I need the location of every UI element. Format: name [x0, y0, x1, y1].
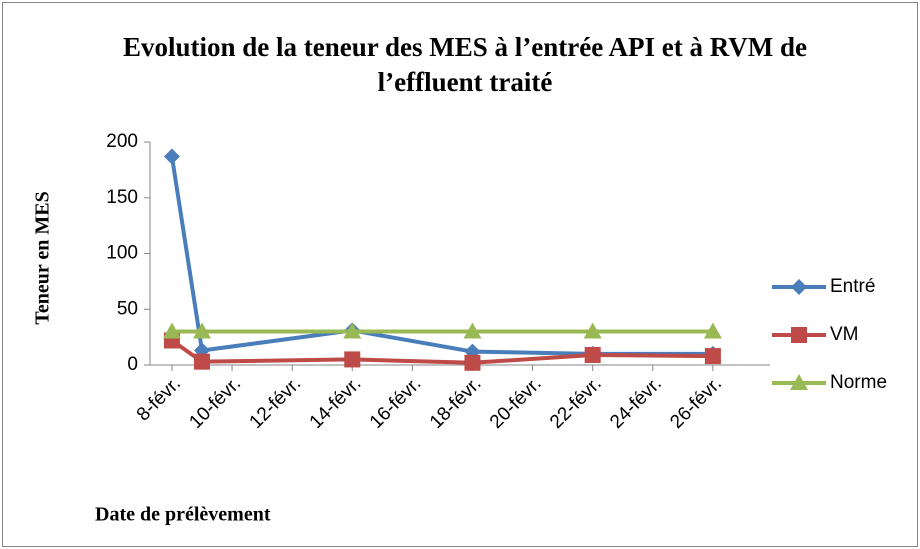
x-tick-label: 20-févr.: [486, 373, 546, 433]
x-tick-label: 24-févr.: [606, 373, 666, 433]
legend-label: Norme: [830, 372, 887, 393]
legend-marker: [791, 279, 807, 295]
y-tick-label: 0: [127, 354, 138, 375]
data-point: [344, 351, 361, 368]
x-tick-label: 14-févr.: [306, 373, 366, 433]
legend-marker: [790, 374, 808, 390]
data-point: [192, 322, 211, 339]
x-tick-label: 8-févr.: [133, 373, 185, 425]
data-point: [464, 354, 481, 371]
data-point: [343, 322, 362, 339]
data-point: [193, 353, 210, 370]
legend-label: Entré: [830, 276, 875, 297]
y-tick-label: 150: [106, 187, 138, 208]
data-point: [463, 322, 482, 339]
x-tick-label: 22-févr.: [546, 373, 606, 433]
x-tick-label: 18-févr.: [426, 373, 486, 433]
chart-title: Evolution de la teneur des MES à l’entré…: [123, 32, 807, 97]
data-point: [584, 346, 601, 363]
data-point: [163, 148, 180, 165]
series-line: [169, 156, 713, 356]
y-tick-label: 100: [106, 243, 138, 264]
data-point: [162, 322, 181, 339]
y-tick-label: 200: [106, 131, 138, 152]
x-axis-label: Date de prélèvement: [95, 504, 271, 526]
legend-label: VM: [830, 324, 859, 345]
y-axis-label: Teneur en MES: [32, 191, 54, 324]
y-tick-label: 50: [117, 298, 138, 319]
data-point: [704, 348, 721, 365]
data-point: [583, 322, 602, 339]
x-tick-label: 26-févr.: [666, 373, 726, 433]
x-tick-label: 10-févr.: [185, 373, 245, 433]
legend-marker: [791, 327, 807, 343]
x-tick-label: 16-févr.: [366, 373, 426, 433]
x-tick-label: 12-févr.: [246, 373, 306, 433]
data-point: [703, 322, 722, 339]
